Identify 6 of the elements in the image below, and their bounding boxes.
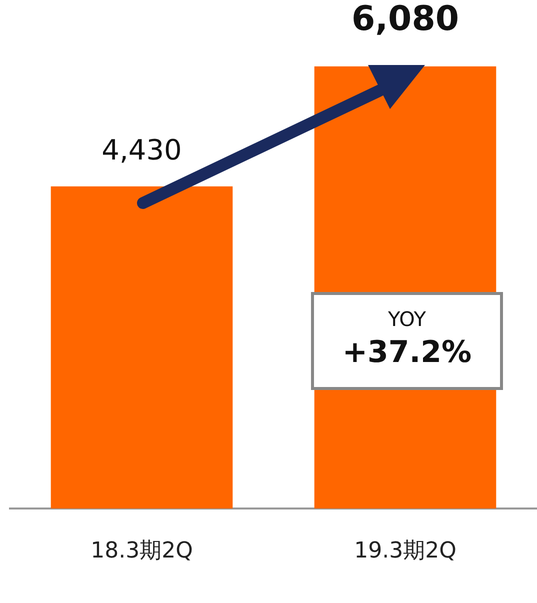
data-label: 6,080 xyxy=(351,0,460,40)
x-tick-label: 18.3期2Q xyxy=(90,538,193,564)
annotation: YOY xyxy=(387,307,427,331)
x-tick-label: 19.3期2Q xyxy=(354,538,456,564)
data-label: 4,430 xyxy=(102,134,182,167)
annotation: +37.2% xyxy=(341,335,473,370)
